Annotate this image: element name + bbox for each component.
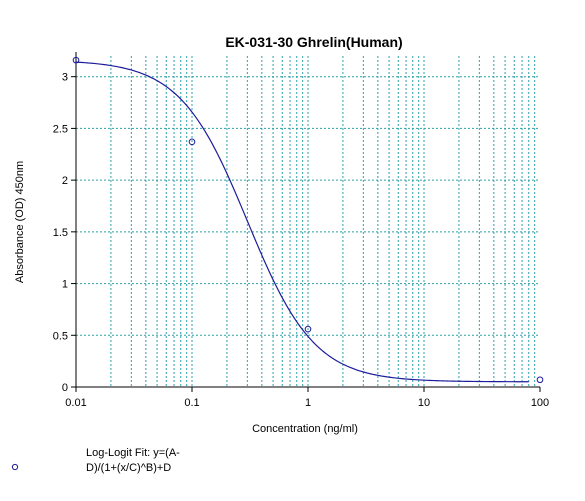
x-axis-label: Concentration (ng/ml) xyxy=(252,423,358,435)
fit-curve xyxy=(75,61,529,383)
axis-ticks: 0.01 0.1 1 10 100 0 0.5 1 1.5 2 2.5 3 xyxy=(53,72,549,409)
y-tick-label: 3 xyxy=(62,72,68,84)
x-tick-label: 0.1 xyxy=(184,397,199,409)
data-point xyxy=(188,138,196,146)
x-tick-label: 10 xyxy=(418,397,430,409)
y-axis-label: Absorbance (OD) 450nm xyxy=(14,161,26,283)
grid xyxy=(76,56,540,387)
data-point xyxy=(536,376,544,384)
y-tick-label: 2 xyxy=(62,175,68,187)
legend: Log-Logit Fit: y=(A- D)/(1+(x/C)^B)+D xyxy=(11,447,180,474)
chart-title: EK-031-30 Ghrelin(Human) xyxy=(225,34,402,50)
data-point xyxy=(72,56,80,64)
y-tick-label: 1 xyxy=(62,279,68,291)
legend-text-line1: Log-Logit Fit: y=(A- xyxy=(86,447,180,459)
legend-marker xyxy=(11,463,19,471)
x-tick-label: 0.01 xyxy=(65,397,86,409)
y-tick-label: 0 xyxy=(62,382,68,394)
data-points xyxy=(72,56,544,384)
y-tick-label: 0.5 xyxy=(53,330,68,342)
fit-curve-group xyxy=(75,61,529,383)
x-tick-label: 1 xyxy=(305,397,311,409)
y-tick-label: 2.5 xyxy=(53,123,68,135)
legend-text-line2: D)/(1+(x/C)^B)+D xyxy=(86,462,171,474)
y-tick-label: 1.5 xyxy=(53,227,68,239)
data-point xyxy=(304,325,312,333)
x-tick-label: 100 xyxy=(531,397,549,409)
